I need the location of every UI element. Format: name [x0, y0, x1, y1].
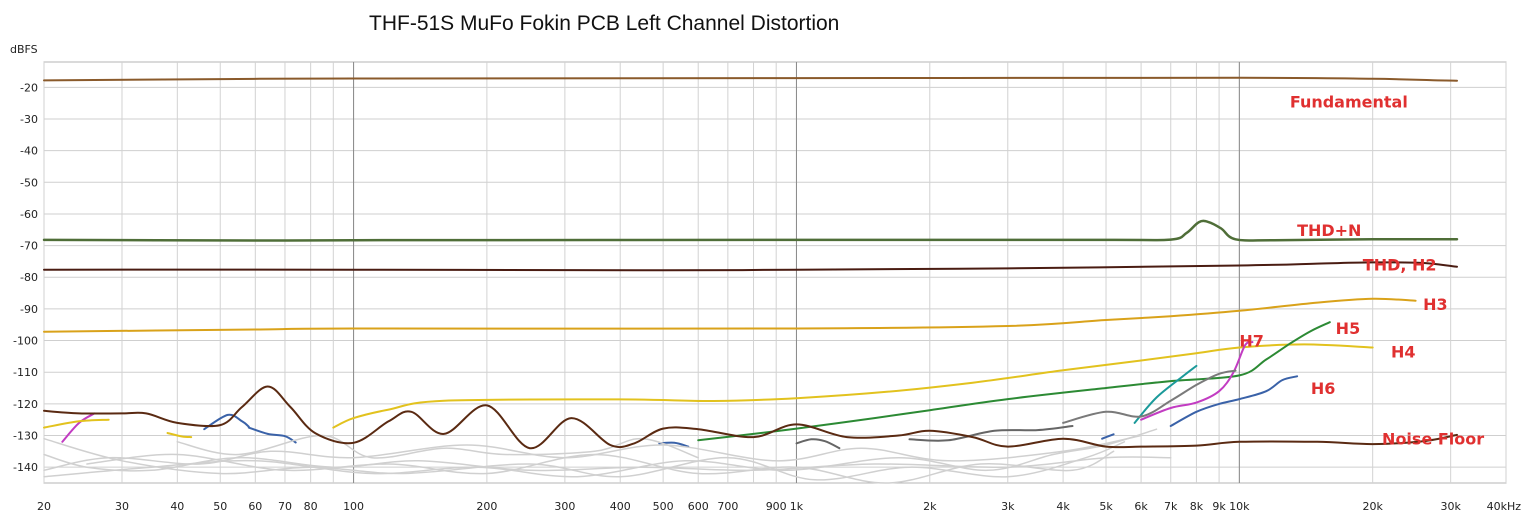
x-tick-label: 7k: [1164, 500, 1178, 513]
y-tick-label: -30: [20, 113, 38, 126]
series-label-thd-n: THD+N: [1297, 221, 1361, 240]
x-tick-label: 4k: [1056, 500, 1070, 513]
series-label-h4: H4: [1391, 343, 1416, 362]
x-tick-label: 6k: [1134, 500, 1148, 513]
series-line-h3: [43, 297, 1417, 333]
y-tick-label: -130: [13, 430, 38, 443]
series-label-h5: H5: [1336, 319, 1361, 338]
y-tick-label: -100: [13, 335, 38, 348]
series-label-noise-floor: Noise Floor: [1382, 430, 1484, 449]
series-line-h5: [697, 321, 1331, 442]
x-tick-label: 40kHz: [1487, 500, 1522, 513]
x-tick-label: 20k: [1362, 500, 1383, 513]
series-line-noise-floor: [43, 385, 1458, 450]
y-tick-label: -110: [13, 366, 38, 379]
y-tick-label: -70: [20, 240, 38, 253]
y-tick-label: -60: [20, 208, 38, 221]
series-label-h7: H7: [1239, 332, 1264, 351]
x-tick-label: 20: [37, 500, 51, 513]
series-label-fundamental: Fundamental: [1290, 93, 1408, 112]
x-tick-label: 10k: [1229, 500, 1250, 513]
x-tick-label: 9k: [1212, 500, 1226, 513]
x-tick-label: 3k: [1001, 500, 1015, 513]
y-tick-label: -90: [20, 303, 38, 316]
series-line-h7: [1140, 341, 1254, 421]
x-tick-label: 300: [554, 500, 575, 513]
series-label-thd-h2: THD, H2: [1363, 256, 1437, 275]
y-tick-label: -120: [13, 398, 38, 411]
series-line-18: [166, 432, 193, 439]
series-line-15: [908, 425, 1074, 442]
x-tick-label: 60: [248, 500, 262, 513]
series-group: [42, 76, 1459, 484]
series-label-h6: H6: [1311, 379, 1336, 398]
series-line-thd-h2: [43, 261, 1458, 272]
y-tick-label: -40: [20, 145, 38, 158]
series-line-24: [176, 434, 699, 459]
x-tick-label: 8k: [1190, 500, 1204, 513]
x-tick-label: 900: [766, 500, 787, 513]
x-tick-label: 5k: [1099, 500, 1113, 513]
x-tick-label: 1k: [790, 500, 804, 513]
x-tick-label: 600: [688, 500, 709, 513]
x-tick-label: 400: [610, 500, 631, 513]
series-line-23: [43, 428, 1158, 478]
series-line-fundamental: [43, 76, 1458, 82]
x-tick-label: 2k: [923, 500, 937, 513]
x-tick-label: 70: [278, 500, 292, 513]
series-line-22: [86, 450, 1115, 484]
plot-area: [43, 61, 1507, 484]
series-line-h4: [332, 343, 1374, 429]
x-tick-label: 30: [115, 500, 129, 513]
series-line-13: [1101, 433, 1115, 440]
y-axis-unit-label: dBFS: [10, 43, 38, 56]
y-tick-label: -50: [20, 176, 38, 189]
x-tick-label: 500: [653, 500, 674, 513]
series-line-9: [1062, 369, 1237, 424]
chart-title: THF-51S MuFo Fokin PCB Left Channel Dist…: [369, 12, 839, 35]
x-tick-label: 30k: [1440, 500, 1461, 513]
series-line-17: [43, 418, 110, 429]
y-tick-label: -20: [20, 81, 38, 94]
series-line-10: [203, 413, 250, 431]
series-line-19: [43, 453, 1172, 472]
series-label-h3: H3: [1423, 295, 1448, 314]
x-tick-label: 100: [343, 500, 364, 513]
series-line-thd-n: [42, 219, 1459, 242]
series-line-21: [43, 437, 1126, 481]
x-tick-label: 50: [213, 500, 227, 513]
series-line-h6: [1169, 375, 1299, 427]
x-tick-label: 700: [717, 500, 738, 513]
y-tick-label: -140: [13, 461, 38, 474]
x-tick-label: 40: [170, 500, 184, 513]
x-axis-ticks: 20 30 40 50 60 70 80 100 200 300 400 500 600 700 900 1k…: [37, 500, 1521, 513]
y-tick-label: -80: [20, 271, 38, 284]
series-line-14: [795, 438, 841, 450]
series-line-8: [1133, 364, 1198, 424]
x-tick-label: 200: [476, 500, 497, 513]
y-axis-ticks: -20 -30 -40 -50 -60 -70 -80 -90 -100 -110 -120 -130…: [13, 81, 38, 474]
x-tick-label: 80: [304, 500, 318, 513]
series-line-11: [247, 426, 297, 444]
series-line-16: [61, 412, 96, 443]
